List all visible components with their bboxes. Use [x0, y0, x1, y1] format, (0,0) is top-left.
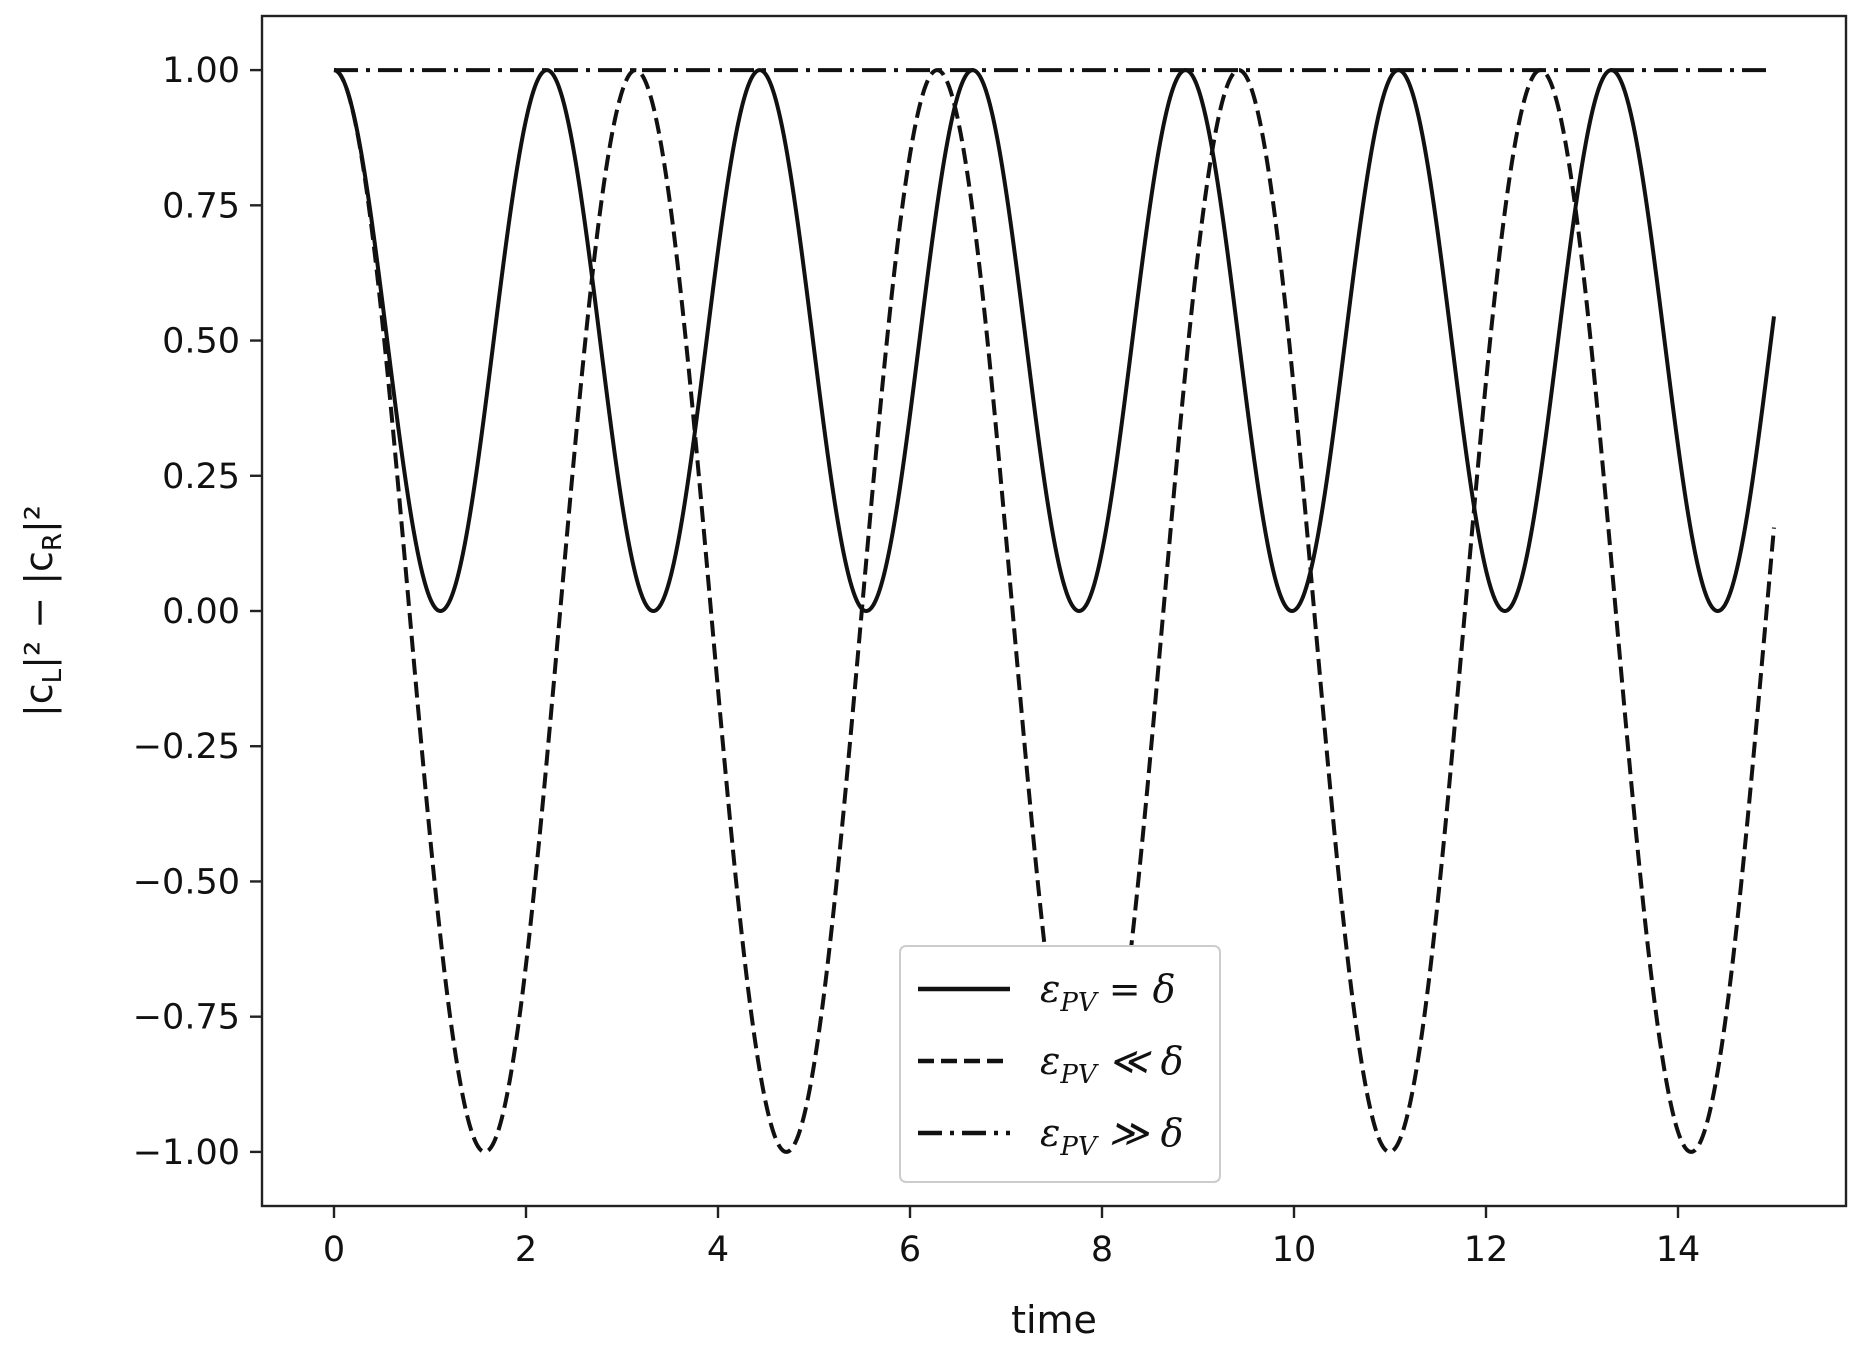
y-tick-label: 0.75 — [162, 186, 240, 226]
legend-label-much-less: εPV ≪ δ — [1040, 1039, 1184, 1090]
y-tick-label: −1.00 — [133, 1133, 240, 1173]
legend-box — [899, 945, 1221, 1183]
x-tick-label: 2 — [515, 1230, 537, 1270]
x-tick-label: 14 — [1656, 1230, 1701, 1270]
y-tick-label: −0.50 — [133, 862, 240, 902]
legend-label-much-greater: εPV ≫ δ — [1040, 1111, 1184, 1162]
x-tick-label: 0 — [323, 1230, 345, 1270]
x-axis-title: time — [1011, 1298, 1097, 1342]
x-tick-label: 10 — [1272, 1230, 1317, 1270]
y-tick-label: 0.25 — [162, 457, 240, 497]
x-tick-label: 4 — [707, 1230, 729, 1270]
x-tick-label: 8 — [1091, 1230, 1113, 1270]
series-line-solid — [332, 68, 1776, 613]
y-tick-label: −0.75 — [133, 998, 240, 1038]
x-tick-label: 6 — [899, 1230, 921, 1270]
legend: εPV = δ εPV ≪ δ εPV ≫ δ — [899, 945, 1221, 1183]
y-tick-label: 1.00 — [162, 51, 240, 91]
y-tick-label: −0.25 — [133, 727, 240, 767]
y-axis-title: |cL|² − |cR|² — [17, 505, 68, 717]
legend-label-equal: εPV = δ — [1040, 967, 1176, 1018]
x-tick-label: 12 — [1464, 1230, 1509, 1270]
y-axis: 1.00 0.75 0.50 0.25 0.00 −0.25 −0.50 −0.75 −1.00 — [133, 51, 262, 1173]
y-tick-label: 0.00 — [162, 592, 240, 632]
y-tick-label: 0.50 — [162, 322, 240, 362]
x-axis: 0 2 4 6 8 10 12 14 — [323, 1206, 1700, 1270]
